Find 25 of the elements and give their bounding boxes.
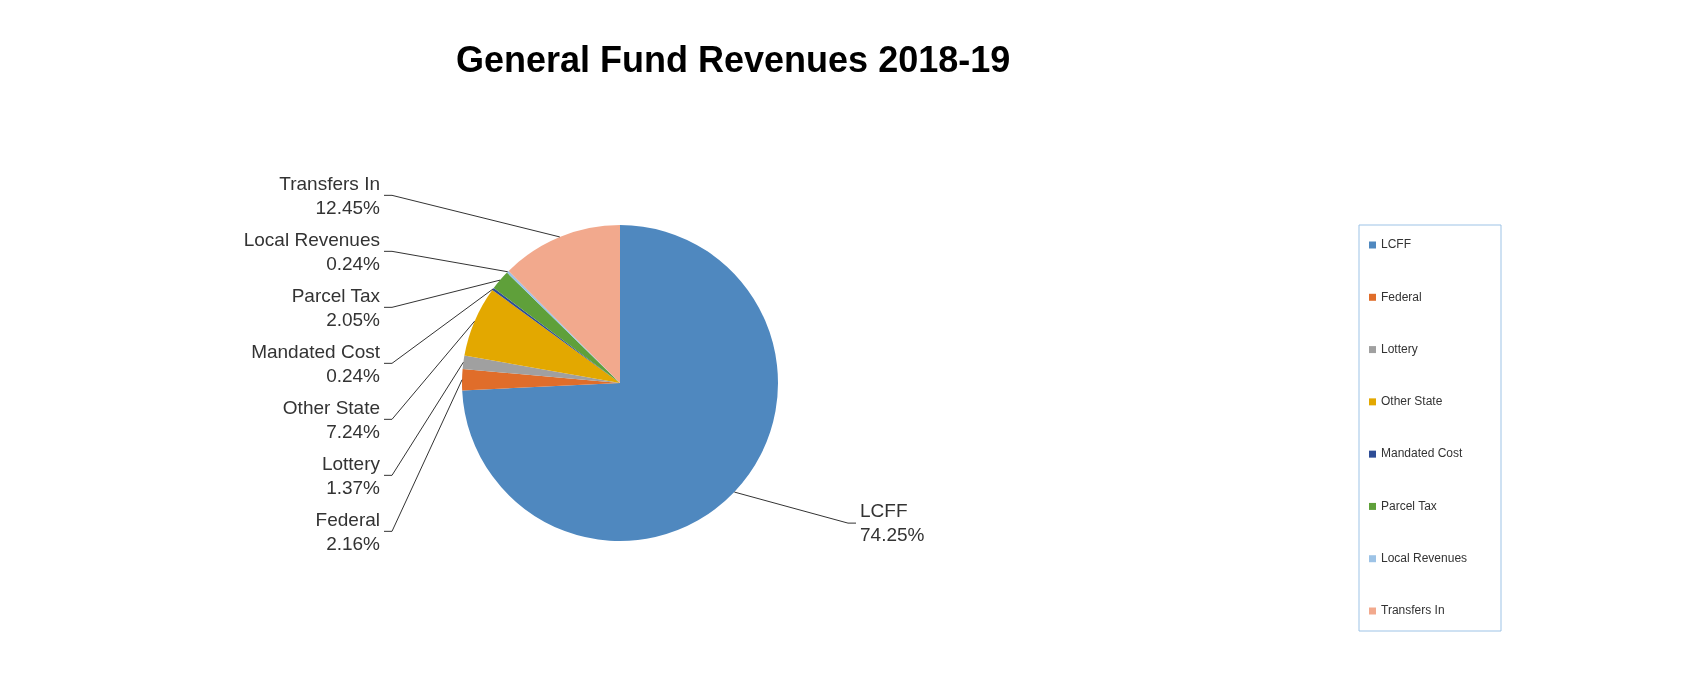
slice-label: Mandated Cost bbox=[251, 340, 381, 362]
legend-label: Parcel Tax bbox=[1381, 498, 1437, 513]
data-label: 12.45% bbox=[315, 196, 381, 218]
data-label: 1.37% bbox=[326, 476, 381, 498]
slice-label: Lottery bbox=[321, 452, 381, 474]
slice-label: LCFF bbox=[860, 500, 908, 522]
legend-label: Transfers In bbox=[1381, 603, 1445, 618]
legend-label: Federal bbox=[1381, 289, 1422, 304]
chart-title: General Fund Revenues 2018-19 bbox=[456, 38, 1011, 80]
slice-label: Local Revenues bbox=[243, 228, 380, 250]
legend-label: Mandated Cost bbox=[1381, 446, 1464, 461]
data-label: 7.24% bbox=[326, 420, 381, 442]
data-label: 74.25% bbox=[860, 524, 925, 546]
data-label: 0.24% bbox=[326, 252, 381, 274]
slice-label: Other State bbox=[282, 396, 380, 418]
slice-label: Federal bbox=[315, 508, 380, 530]
slice-label: Parcel Tax bbox=[291, 284, 381, 306]
data-label: 2.05% bbox=[326, 308, 381, 330]
legend-label: Local Revenues bbox=[1381, 551, 1468, 566]
legend-label: Lottery bbox=[1381, 341, 1418, 356]
data-label: 2.16% bbox=[326, 532, 381, 554]
data-label: 0.24% bbox=[326, 364, 381, 386]
legend-label: LCFF bbox=[1381, 237, 1411, 252]
legend-label: Other State bbox=[1381, 394, 1443, 409]
slice-label: Transfers In bbox=[279, 172, 380, 194]
